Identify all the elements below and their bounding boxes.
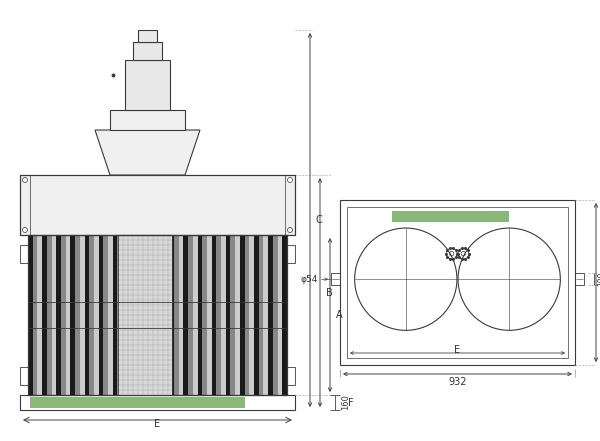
- Bar: [30, 397, 245, 408]
- Text: 160: 160: [341, 395, 350, 411]
- Bar: [174, 235, 179, 395]
- Bar: [103, 235, 108, 395]
- Circle shape: [23, 228, 28, 232]
- Bar: [282, 235, 287, 395]
- Bar: [125, 60, 170, 110]
- Bar: [160, 235, 164, 395]
- Bar: [207, 235, 212, 395]
- Bar: [136, 235, 141, 395]
- Text: E: E: [454, 345, 461, 355]
- Bar: [169, 235, 174, 395]
- Bar: [127, 235, 131, 395]
- Bar: [188, 235, 193, 395]
- Bar: [392, 211, 509, 222]
- Circle shape: [287, 228, 293, 232]
- Circle shape: [287, 177, 293, 183]
- Text: 932: 932: [448, 377, 467, 387]
- Bar: [278, 235, 282, 395]
- Bar: [131, 235, 136, 395]
- Bar: [33, 235, 37, 395]
- Bar: [98, 235, 103, 395]
- Bar: [20, 245, 28, 263]
- Bar: [146, 235, 151, 395]
- Bar: [52, 235, 56, 395]
- Bar: [287, 367, 295, 385]
- Bar: [184, 235, 188, 395]
- Bar: [155, 235, 160, 395]
- Bar: [20, 175, 295, 235]
- Bar: [118, 235, 122, 395]
- Bar: [250, 235, 254, 395]
- Bar: [347, 207, 568, 358]
- Text: B: B: [326, 288, 333, 298]
- Text: F: F: [348, 397, 353, 407]
- Bar: [287, 245, 295, 263]
- Bar: [259, 235, 263, 395]
- Bar: [268, 235, 273, 395]
- Bar: [141, 235, 146, 395]
- Bar: [80, 235, 85, 395]
- Bar: [20, 395, 295, 410]
- Bar: [61, 235, 65, 395]
- Bar: [65, 235, 70, 395]
- Bar: [133, 42, 162, 60]
- Bar: [217, 235, 221, 395]
- Text: A: A: [336, 310, 343, 320]
- Bar: [108, 235, 113, 395]
- Bar: [47, 235, 52, 395]
- Bar: [113, 235, 118, 395]
- Bar: [212, 235, 217, 395]
- Text: E: E: [154, 419, 161, 429]
- Bar: [118, 235, 172, 395]
- Bar: [70, 235, 75, 395]
- Bar: [254, 235, 259, 395]
- Bar: [110, 110, 185, 130]
- Bar: [75, 235, 80, 395]
- Bar: [122, 235, 127, 395]
- Bar: [56, 235, 61, 395]
- Bar: [221, 235, 226, 395]
- Bar: [273, 235, 278, 395]
- Bar: [118, 235, 172, 395]
- Bar: [197, 235, 202, 395]
- Text: 100: 100: [598, 272, 600, 287]
- Bar: [20, 175, 295, 235]
- Bar: [193, 235, 197, 395]
- Bar: [42, 235, 47, 395]
- Circle shape: [23, 177, 28, 183]
- Bar: [164, 235, 169, 395]
- Bar: [28, 235, 33, 395]
- Bar: [151, 235, 155, 395]
- Polygon shape: [95, 130, 200, 175]
- Bar: [202, 235, 207, 395]
- Bar: [230, 235, 235, 395]
- Text: φ54: φ54: [301, 275, 317, 284]
- Bar: [331, 273, 340, 285]
- Bar: [94, 235, 98, 395]
- Bar: [245, 235, 250, 395]
- Bar: [138, 30, 157, 42]
- Bar: [340, 200, 575, 365]
- Bar: [179, 235, 184, 395]
- Bar: [240, 235, 245, 395]
- Text: C: C: [316, 215, 323, 225]
- Bar: [235, 235, 240, 395]
- Bar: [37, 235, 42, 395]
- Bar: [20, 175, 295, 235]
- Bar: [263, 235, 268, 395]
- Bar: [85, 235, 89, 395]
- Bar: [28, 235, 287, 395]
- Bar: [20, 367, 28, 385]
- Bar: [226, 235, 230, 395]
- Bar: [575, 273, 584, 285]
- Bar: [89, 235, 94, 395]
